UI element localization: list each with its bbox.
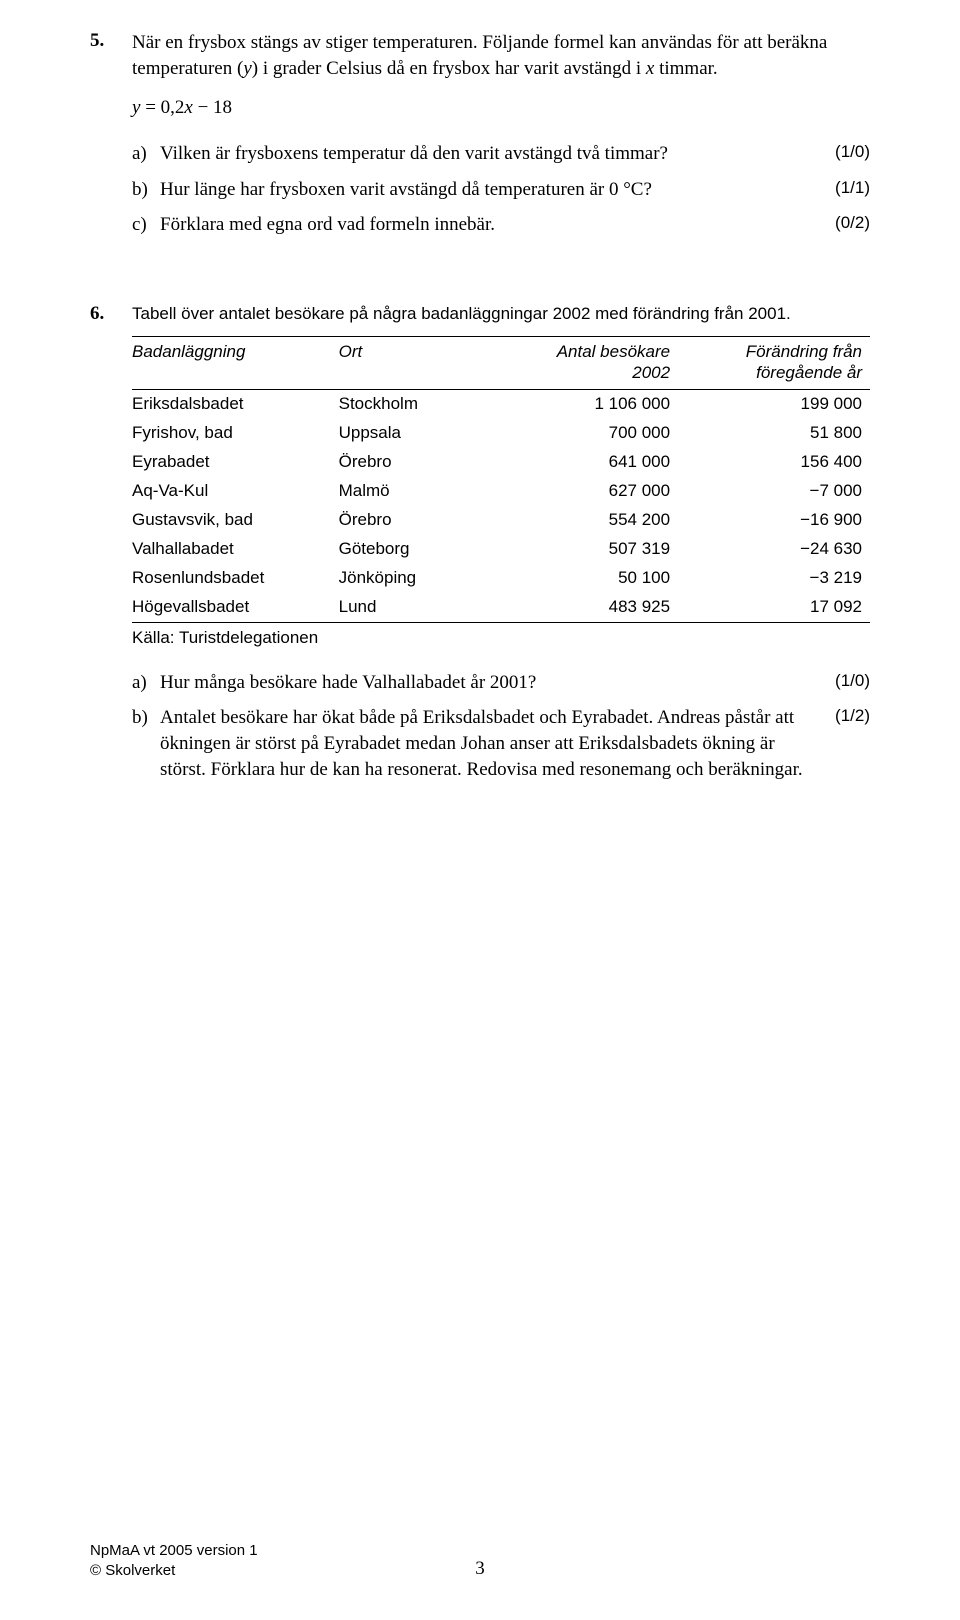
score: (1/1)	[815, 177, 870, 200]
footer-line1: NpMaA vt 2005 version 1	[90, 1541, 350, 1561]
table-cell: Eriksdalsbadet	[132, 390, 339, 419]
q6-sub-a: a) Hur många besökare hade Valhallabadet…	[132, 670, 870, 696]
table-cell: 199 000	[678, 390, 870, 419]
table-cell: Högevallsbadet	[132, 593, 339, 622]
question-6: 6. Tabell över antalet besökare på några…	[90, 303, 870, 792]
table-cell: −3 219	[678, 564, 870, 593]
table-row: Fyrishov, badUppsala700 00051 800	[132, 419, 870, 448]
page-footer: NpMaA vt 2005 version 1 © Skolverket 3	[90, 1541, 870, 1580]
table-cell: −24 630	[678, 535, 870, 564]
table-cell: Örebro	[339, 448, 487, 477]
sub-text: Hur många besökare hade Valhallabadet år…	[160, 670, 815, 696]
table-row: Gustavsvik, badÖrebro554 200−16 900	[132, 506, 870, 535]
visitors-table: Badanläggning Ort Antal besökare2002 För…	[132, 336, 870, 623]
table-row: RosenlundsbadetJönköping50 100−3 219	[132, 564, 870, 593]
table-cell: −16 900	[678, 506, 870, 535]
q5-sub-a: a) Vilken är frysboxens temperatur då de…	[132, 141, 870, 167]
table-cell: Uppsala	[339, 419, 487, 448]
sub-letter: c)	[132, 212, 160, 238]
sub-letter: b)	[132, 177, 160, 203]
table-cell: 627 000	[486, 477, 678, 506]
page-number: 3	[350, 1558, 610, 1580]
table-cell: 554 200	[486, 506, 678, 535]
q5-intro: När en frysbox stängs av stiger temperat…	[132, 30, 870, 81]
table-cell: 483 925	[486, 593, 678, 622]
sub-text: Förklara med egna ord vad formeln innebä…	[160, 212, 815, 238]
table-cell: 51 800	[678, 419, 870, 448]
table-cell: Göteborg	[339, 535, 487, 564]
q5-sub-c: c) Förklara med egna ord vad formeln inn…	[132, 212, 870, 238]
table-cell: 1 106 000	[486, 390, 678, 419]
table-cell: 507 319	[486, 535, 678, 564]
sub-text: Vilken är frysboxens temperatur då den v…	[160, 141, 815, 167]
table-cell: Gustavsvik, bad	[132, 506, 339, 535]
table-cell: Malmö	[339, 477, 487, 506]
score: (0/2)	[815, 212, 870, 235]
table-cell: 17 092	[678, 593, 870, 622]
table-cell: Fyrishov, bad	[132, 419, 339, 448]
table-source: Källa: Turistdelegationen	[132, 627, 870, 650]
table-row: ValhallabadetGöteborg507 319−24 630	[132, 535, 870, 564]
table-row: EriksdalsbadetStockholm1 106 000199 000	[132, 390, 870, 419]
table-cell: −7 000	[678, 477, 870, 506]
question-number: 6.	[90, 303, 132, 325]
table-cell: 641 000	[486, 448, 678, 477]
col-visitors: Antal besökare2002	[486, 336, 678, 390]
col-city: Ort	[339, 336, 487, 390]
table-row: HögevallsbadetLund483 92517 092	[132, 593, 870, 622]
table-row: EyrabadetÖrebro641 000156 400	[132, 448, 870, 477]
question-number: 5.	[90, 30, 132, 52]
table-cell: Rosenlundsbadet	[132, 564, 339, 593]
q5-sub-b: b) Hur länge har frysboxen varit avstäng…	[132, 177, 870, 203]
q6-intro: Tabell över antalet besökare på några ba…	[132, 303, 870, 326]
table-cell: Stockholm	[339, 390, 487, 419]
table-cell: Lund	[339, 593, 487, 622]
table-cell: 50 100	[486, 564, 678, 593]
q6-sub-b: b) Antalet besökare har ökat både på Eri…	[132, 705, 870, 782]
question-5: 5. När en frysbox stängs av stiger tempe…	[90, 30, 870, 248]
table-row: Aq-Va-KulMalmö627 000−7 000	[132, 477, 870, 506]
q5-formula: y = 0,2x − 18	[132, 95, 870, 121]
sub-letter: a)	[132, 670, 160, 696]
sub-letter: b)	[132, 705, 160, 731]
table-cell: Jönköping	[339, 564, 487, 593]
sub-text: Hur länge har frysboxen varit avstängd d…	[160, 177, 815, 203]
sub-letter: a)	[132, 141, 160, 167]
sub-text: Antalet besökare har ökat både på Eriksd…	[160, 705, 815, 782]
score: (1/2)	[815, 705, 870, 728]
footer-line2: © Skolverket	[90, 1561, 350, 1581]
table-cell: Aq-Va-Kul	[132, 477, 339, 506]
col-facility: Badanläggning	[132, 336, 339, 390]
score: (1/0)	[815, 141, 870, 164]
table-cell: Örebro	[339, 506, 487, 535]
table-cell: Eyrabadet	[132, 448, 339, 477]
col-change: Förändring frånföregående år	[678, 336, 870, 390]
table-cell: 700 000	[486, 419, 678, 448]
table-cell: Valhallabadet	[132, 535, 339, 564]
score: (1/0)	[815, 670, 870, 693]
table-cell: 156 400	[678, 448, 870, 477]
